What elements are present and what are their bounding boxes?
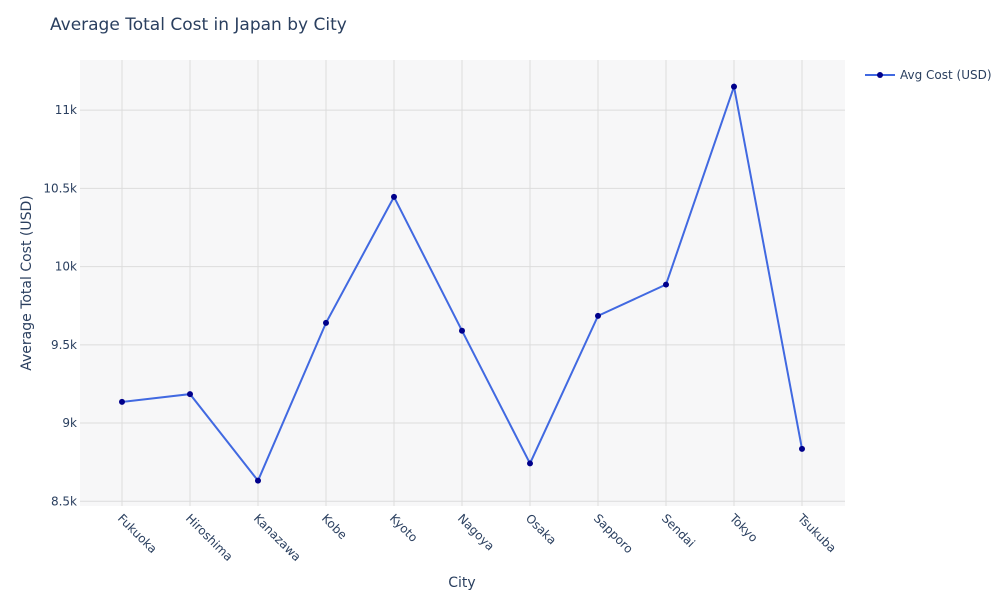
y-tick-label: 10.5k <box>43 181 77 195</box>
data-point[interactable] <box>255 477 261 484</box>
y-tick-label: 10k <box>55 260 77 274</box>
data-point[interactable] <box>595 312 601 319</box>
legend-marker-swatch <box>877 72 883 78</box>
data-point[interactable] <box>187 391 193 398</box>
data-point[interactable] <box>799 445 805 452</box>
x-tick-label: Sendai <box>659 511 698 550</box>
data-point[interactable] <box>527 460 533 467</box>
x-tick-label: Fukuoka <box>115 511 160 556</box>
x-tick-label: Nagoya <box>455 511 497 553</box>
y-tick-label: 8.5k <box>51 494 77 508</box>
x-tick-label: Tsukuba <box>794 511 839 556</box>
data-point[interactable] <box>391 193 397 200</box>
x-tick-label: Sapporo <box>591 511 636 556</box>
x-tick-label: Osaka <box>523 511 559 547</box>
x-tick-label: Kanazawa <box>251 511 304 564</box>
y-tick-label: 11k <box>55 103 77 117</box>
y-axis-title: Average Total Cost (USD) <box>19 195 35 371</box>
data-point[interactable] <box>663 281 669 288</box>
y-tick-label: 9.5k <box>51 338 77 352</box>
x-tick-label: Kyoto <box>387 511 421 545</box>
data-point[interactable] <box>323 319 329 326</box>
x-axis-ticks: Fukuoka Hiroshima Kanazawa Kobe Kyoto Nagoya O… <box>115 511 839 565</box>
legend-label: Avg Cost (USD) <box>900 68 992 82</box>
data-point[interactable] <box>731 83 737 90</box>
x-axis-title: City <box>448 575 475 591</box>
y-axis-ticks: 8.5k 9k 9.5k 10k 10.5k 11k <box>43 103 77 508</box>
x-tick-label: Kobe <box>319 511 350 542</box>
y-tick-label: 9k <box>62 416 77 430</box>
x-tick-label: Tokyo <box>726 511 760 545</box>
legend[interactable]: Avg Cost (USD) <box>865 68 992 82</box>
x-tick-label: Hiroshima <box>183 511 236 564</box>
chart-title: Average Total Cost in Japan by City <box>50 15 347 35</box>
data-point[interactable] <box>459 327 465 334</box>
series-layer <box>119 82 805 484</box>
data-point[interactable] <box>119 398 125 405</box>
